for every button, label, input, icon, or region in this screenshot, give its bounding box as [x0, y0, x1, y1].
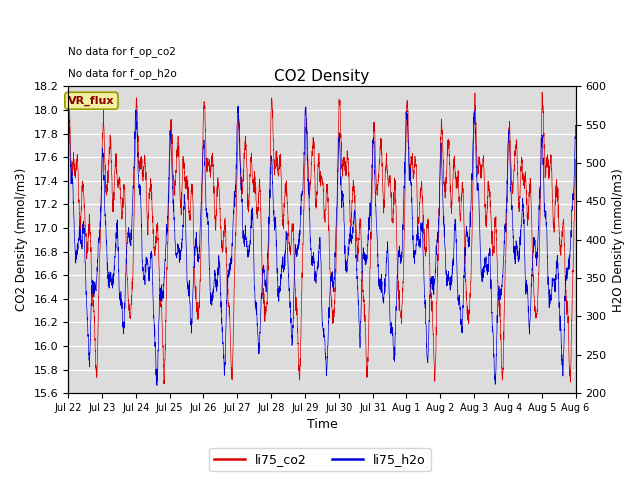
Text: No data for f_op_co2: No data for f_op_co2	[68, 47, 176, 58]
Text: VR_flux: VR_flux	[68, 96, 115, 106]
Title: CO2 Density: CO2 Density	[275, 69, 369, 84]
X-axis label: Time: Time	[307, 419, 337, 432]
Text: No data for f_op_h2o: No data for f_op_h2o	[68, 68, 177, 79]
Y-axis label: H2O Density (mmol/m3): H2O Density (mmol/m3)	[612, 168, 625, 312]
Y-axis label: CO2 Density (mmol/m3): CO2 Density (mmol/m3)	[15, 168, 28, 312]
Legend: li75_co2, li75_h2o: li75_co2, li75_h2o	[209, 448, 431, 471]
